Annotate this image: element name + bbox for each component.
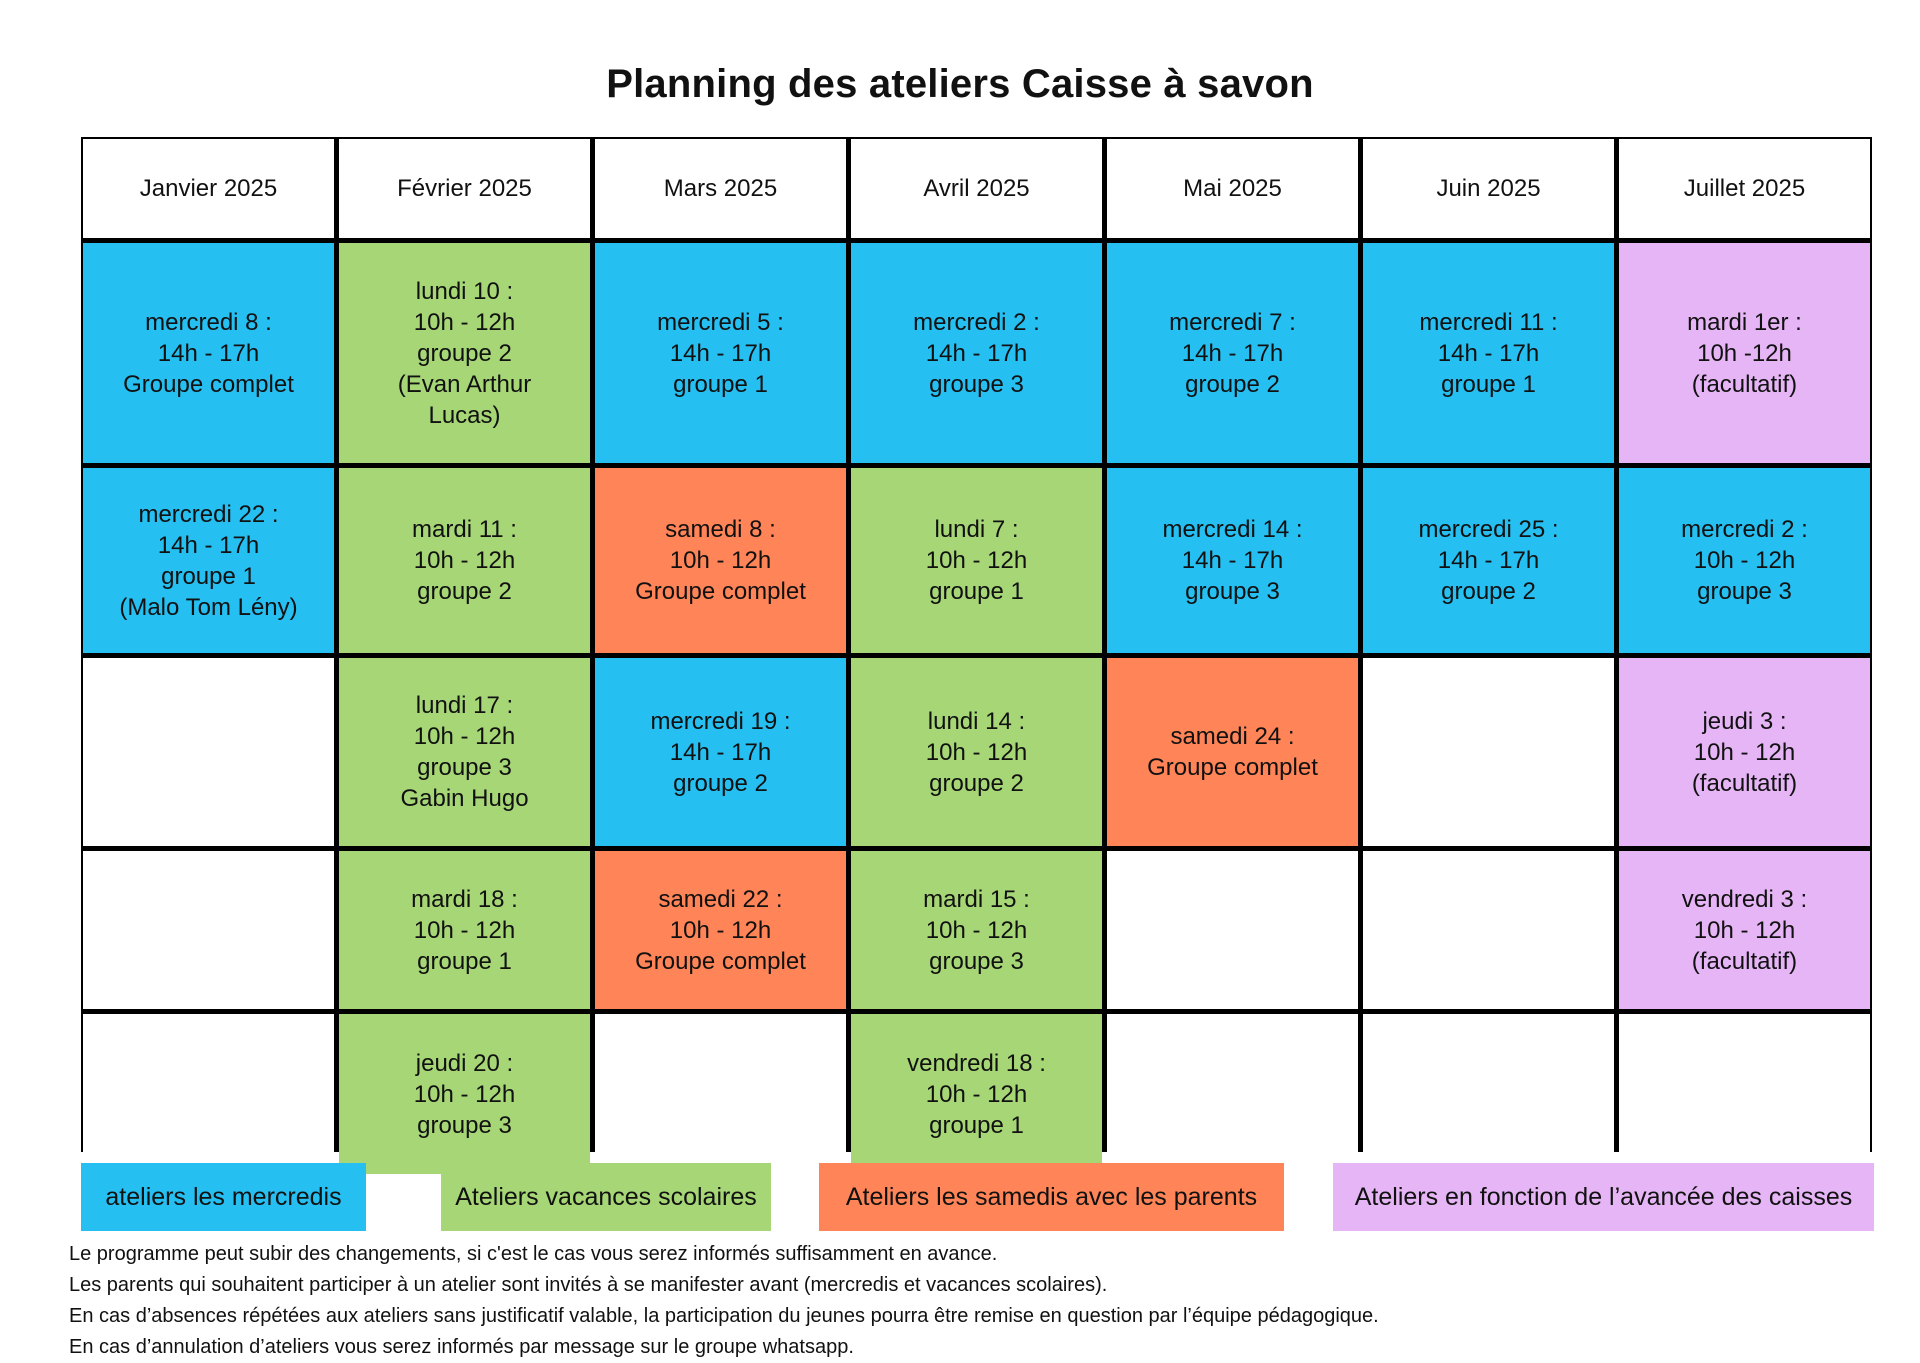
month-header-mai: Mai 2025: [1107, 139, 1358, 238]
month-header-janvier: Janvier 2025: [83, 139, 334, 238]
month-header-fevrier: Février 2025: [339, 139, 590, 238]
session-cell: jeudi 20 : 10h - 12h groupe 3: [339, 1014, 590, 1174]
session-cell: lundi 14 : 10h - 12h groupe 2: [851, 658, 1102, 846]
session-cell: mercredi 25 : 14h - 17h groupe 2: [1363, 468, 1614, 653]
session-cell: mercredi 2 : 14h - 17h groupe 3: [851, 243, 1102, 463]
month-header-juin: Juin 2025: [1363, 139, 1614, 238]
session-cell: [83, 1014, 334, 1174]
session-cell: [1619, 1014, 1870, 1174]
note-line: Les parents qui souhaitent participer à …: [69, 1270, 1889, 1301]
legend-samedis: Ateliers les samedis avec les parents: [819, 1163, 1284, 1231]
note-line: Le programme peut subir des changements,…: [69, 1239, 1889, 1270]
legend-facultatif: Ateliers en fonction de l’avancée des ca…: [1333, 1163, 1874, 1231]
session-cell: [1363, 658, 1614, 846]
session-cell: samedi 22 : 10h - 12h Groupe complet: [595, 851, 846, 1009]
session-cell: mercredi 8 : 14h - 17h Groupe complet: [83, 243, 334, 463]
session-cell: [595, 1014, 846, 1174]
session-cell: mercredi 5 : 14h - 17h groupe 1: [595, 243, 846, 463]
session-cell: mercredi 11 : 14h - 17h groupe 1: [1363, 243, 1614, 463]
month-header-avril: Avril 2025: [851, 139, 1102, 238]
session-cell: samedi 24 : Groupe complet: [1107, 658, 1358, 846]
session-cell: samedi 8 : 10h - 12h Groupe complet: [595, 468, 846, 653]
session-cell: [1107, 1014, 1358, 1174]
session-cell: jeudi 3 : 10h - 12h (facultatif): [1619, 658, 1870, 846]
session-cell: mardi 1er : 10h -12h (facultatif): [1619, 243, 1870, 463]
session-cell: lundi 7 : 10h - 12h groupe 1: [851, 468, 1102, 653]
session-cell: vendredi 18 : 10h - 12h groupe 1: [851, 1014, 1102, 1174]
session-cell: [1363, 851, 1614, 1009]
session-cell: mardi 15 : 10h - 12h groupe 3: [851, 851, 1102, 1009]
session-cell: mercredi 7 : 14h - 17h groupe 2: [1107, 243, 1358, 463]
session-cell: [83, 851, 334, 1009]
session-cell: mardi 11 : 10h - 12h groupe 2: [339, 468, 590, 653]
session-cell: mercredi 22 : 14h - 17h groupe 1 (Malo T…: [83, 468, 334, 653]
session-cell: mardi 18 : 10h - 12h groupe 1: [339, 851, 590, 1009]
session-cell: vendredi 3 : 10h - 12h (facultatif): [1619, 851, 1870, 1009]
session-cell: [1363, 1014, 1614, 1174]
legend-vacances: Ateliers vacances scolaires: [441, 1163, 771, 1231]
month-header-juillet: Juillet 2025: [1619, 139, 1870, 238]
session-cell: lundi 17 : 10h - 12h groupe 3 Gabin Hugo: [339, 658, 590, 846]
planning-table: Janvier 2025 Février 2025 Mars 2025 Avri…: [81, 137, 1872, 1152]
notes: Le programme peut subir des changements,…: [69, 1239, 1889, 1363]
page-title: Planning des ateliers Caisse à savon: [0, 62, 1920, 107]
note-line: En cas d’annulation d’ateliers vous sere…: [69, 1332, 1889, 1363]
session-cell: mercredi 19 : 14h - 17h groupe 2: [595, 658, 846, 846]
month-header-mars: Mars 2025: [595, 139, 846, 238]
session-cell: [83, 658, 334, 846]
session-cell: [1107, 851, 1358, 1009]
session-cell: lundi 10 : 10h - 12h groupe 2 (Evan Arth…: [339, 243, 590, 463]
session-cell: mercredi 14 : 14h - 17h groupe 3: [1107, 468, 1358, 653]
session-cell: mercredi 2 : 10h - 12h groupe 3: [1619, 468, 1870, 653]
legend-mercredis: ateliers les mercredis: [81, 1163, 366, 1231]
note-line: En cas d’absences répétées aux ateliers …: [69, 1301, 1889, 1332]
